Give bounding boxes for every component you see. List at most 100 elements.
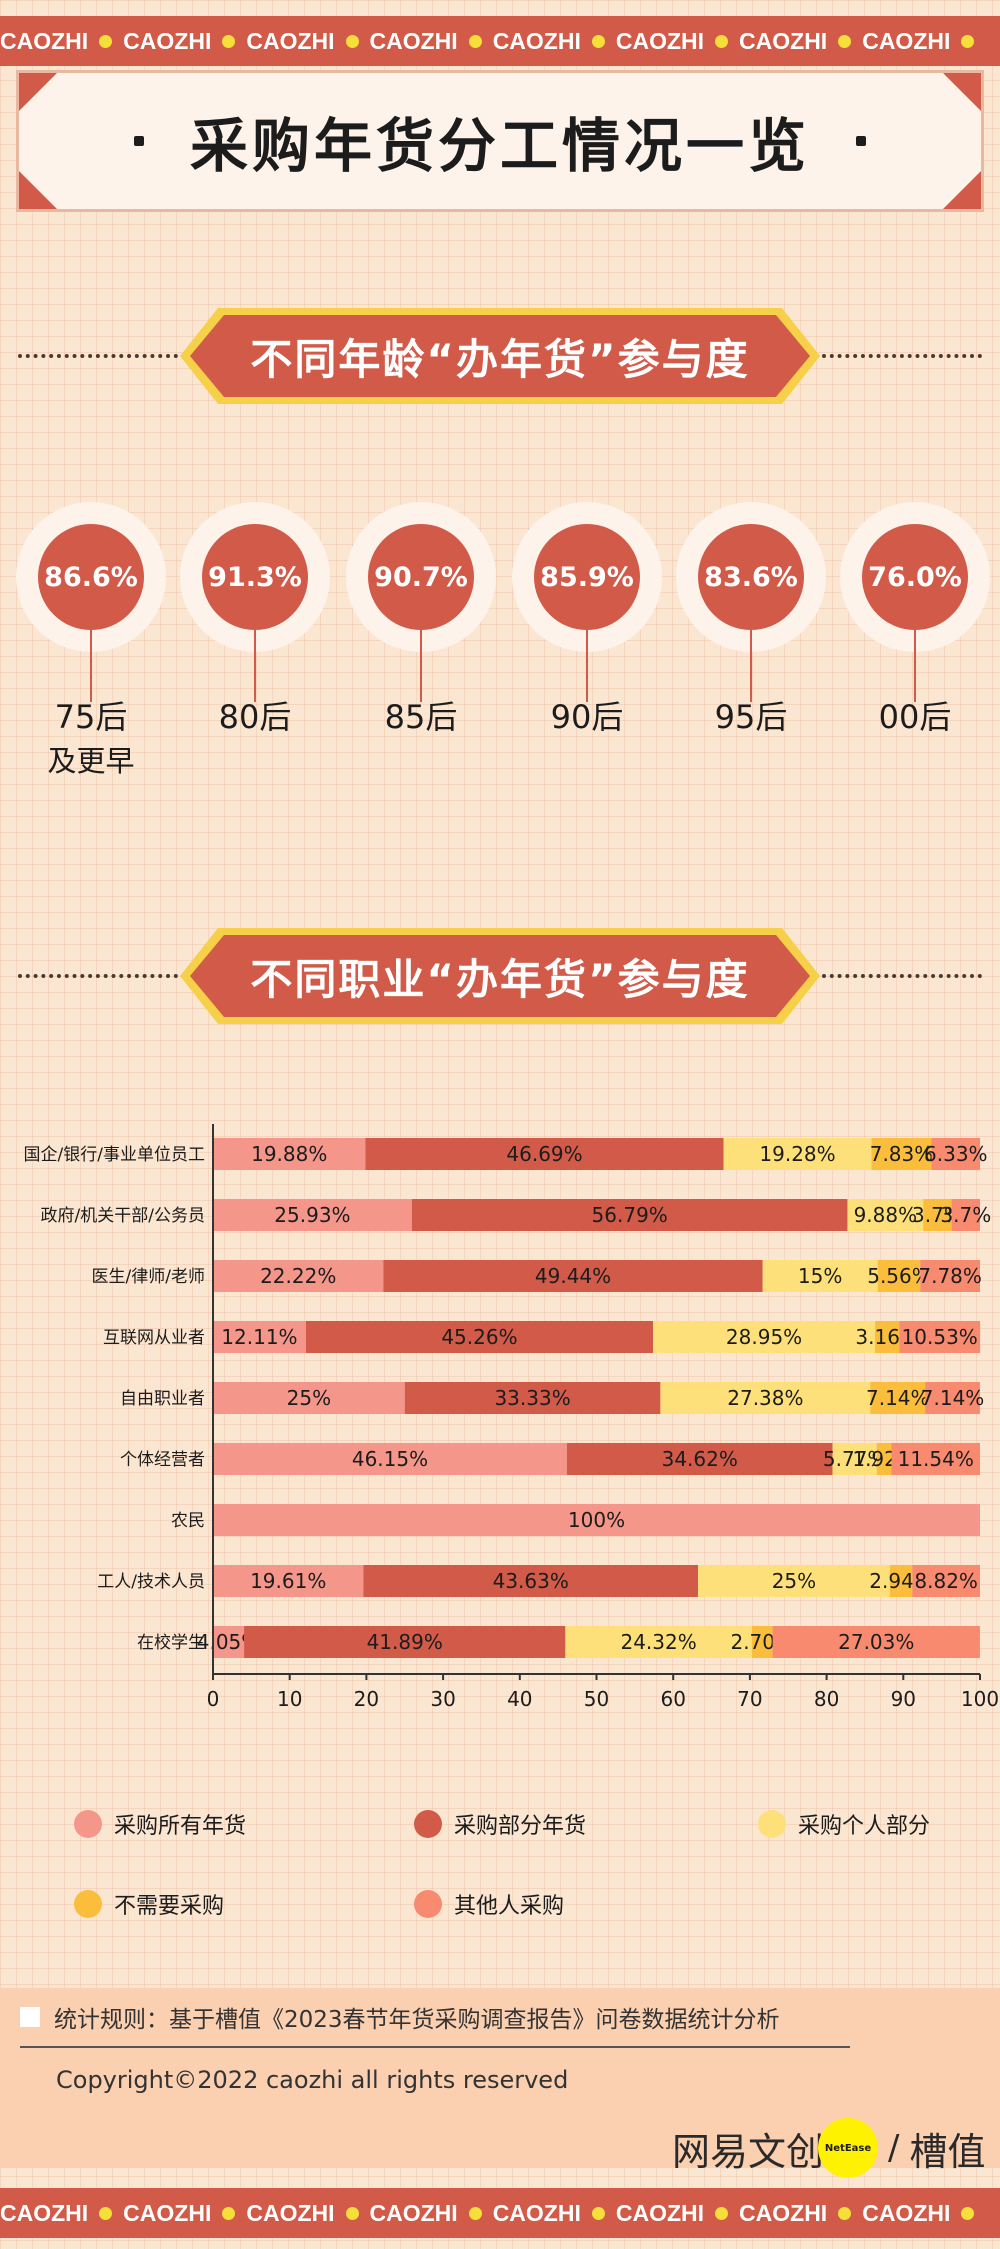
section-job-header: 不同职业“办年货”参与度: [0, 928, 1000, 1024]
bar-segment: [920, 1260, 980, 1292]
bar-segment: [383, 1260, 763, 1292]
bar-segment: [404, 1382, 661, 1414]
bar-segment: [653, 1321, 876, 1353]
border-dot-icon: [222, 2206, 236, 2220]
age-value: 76.0%: [862, 524, 968, 630]
age-label: 95后: [714, 698, 788, 736]
legend-label: 采购所有年货: [114, 1814, 247, 1839]
category-label: 自由职业者: [120, 1389, 205, 1409]
section-job-ribbon: [180, 928, 820, 1024]
border-caozhi-word: CAOZHI: [862, 27, 951, 54]
age-item-75: 86.6% 75后 及更早: [16, 502, 166, 778]
title-banner: 采购年货分工情况一览: [16, 70, 984, 212]
banner-title-row: 采购年货分工情况一览: [19, 73, 981, 209]
section-age-header: 不同年龄“办年货”参与度: [0, 308, 1000, 404]
border-dot-icon: [468, 2206, 482, 2220]
border-dot-icon: [961, 2206, 975, 2220]
data-label: 19.28%: [759, 1142, 835, 1166]
x-tick-label: 20: [354, 1687, 379, 1711]
border-dot-icon: [468, 34, 482, 48]
bar-segment: [566, 1443, 833, 1475]
border-dot-icon: [715, 34, 729, 48]
data-label: 46.15%: [352, 1447, 428, 1471]
data-label: 25.93%: [274, 1203, 350, 1227]
age-item-90: 85.9% 90后: [512, 502, 662, 752]
border-dot-icon: [838, 34, 852, 48]
age-connector: [254, 630, 256, 702]
legend-item: 采购部分年货: [414, 1804, 586, 1844]
bar-segment: [875, 1321, 900, 1353]
border-dot-icon: [591, 2206, 605, 2220]
border-caozhi-word: CAOZHI: [739, 27, 828, 54]
data-label: 56.79%: [592, 1203, 668, 1227]
legend-swatch: [414, 1810, 442, 1838]
bar-segment: [213, 1321, 306, 1353]
bar-segment: [889, 1565, 913, 1597]
age-connector: [586, 630, 588, 702]
border-caozhi-word: CAOZHI: [246, 2199, 335, 2226]
age-label: 80后: [218, 698, 292, 736]
data-label: 27.03%: [838, 1630, 914, 1654]
bar-segment: [213, 1199, 412, 1231]
legend-swatch: [74, 1810, 102, 1838]
age-value: 83.6%: [698, 524, 804, 630]
data-label: 19.61%: [250, 1569, 326, 1593]
data-label: 5.56%: [867, 1264, 931, 1288]
bar-segment: [762, 1260, 878, 1292]
data-label: 43.63%: [493, 1569, 569, 1593]
age-value: 90.7%: [368, 524, 474, 630]
data-label: 22.22%: [260, 1264, 336, 1288]
category-label: 在校学生: [137, 1633, 205, 1653]
border-dot-icon: [715, 2206, 729, 2220]
x-tick-label: 40: [507, 1687, 532, 1711]
footer-divider: [20, 2046, 850, 2048]
data-label: 41.89%: [367, 1630, 443, 1654]
age-label: 90后: [550, 698, 624, 736]
top-border-strip: CAOZHI CAOZHI CAOZHI CAOZHI CAOZHI CAOZHI CAOZ…: [0, 16, 1000, 66]
data-label: 25%: [772, 1569, 816, 1593]
banner-corner-br: [943, 171, 981, 209]
category-label: 医生/律师/老师: [92, 1267, 205, 1287]
data-label: 19.88%: [251, 1142, 327, 1166]
bar-segment: [951, 1199, 980, 1231]
legend-swatch: [758, 1810, 786, 1838]
border-caozhi-word: CAOZHI: [246, 27, 335, 54]
data-label: 8.82%: [914, 1569, 978, 1593]
page-title: 采购年货分工情况一览: [189, 112, 810, 180]
border-caozhi-word: CAOZHI: [492, 27, 581, 54]
bar-segment: [565, 1626, 752, 1658]
age-item-95: 83.6% 95后: [676, 502, 826, 752]
data-label: 25%: [287, 1386, 331, 1410]
data-label: 7.78%: [918, 1264, 982, 1288]
category-label: 工人/技术人员: [97, 1572, 205, 1592]
bar-segment: [876, 1443, 892, 1475]
dotted-rule-left: [18, 354, 178, 358]
legend-label: 其他人采购: [454, 1894, 565, 1919]
border-caozhi-word: CAOZHI: [862, 2199, 951, 2226]
data-label: 7.14%: [866, 1386, 930, 1410]
legend-item: 采购所有年货: [74, 1804, 246, 1844]
brand-left: 网易文创: [672, 2129, 825, 2174]
dotted-rule-right: [822, 974, 982, 978]
job-stacked-bar-chart: 国企/银行/事业单位员工 19.88% 46.69% 19.28% 7.83%6.33%…: [24, 1124, 999, 1711]
data-label: 7.83%: [870, 1142, 934, 1166]
category-label: 个体经营者: [120, 1450, 205, 1470]
data-label: 33.33%: [494, 1386, 570, 1410]
data-label: 11.54%: [898, 1447, 974, 1471]
legend-item: 采购个人部分: [758, 1804, 930, 1844]
section-age-title: 不同年龄“办年货”参与度: [250, 334, 750, 384]
x-tick-label: 90: [891, 1687, 916, 1711]
age-connector: [750, 630, 752, 702]
bar-segment: [698, 1565, 890, 1597]
section-job-title: 不同职业“办年货”参与度: [250, 954, 750, 1004]
bar-segment: [870, 1382, 926, 1414]
data-label: 100%: [568, 1508, 625, 1532]
border-caozhi-word: CAOZHI: [615, 2199, 705, 2226]
data-label: 12.11%: [221, 1325, 297, 1349]
age-label: 00后: [878, 698, 952, 736]
border-dot-icon: [222, 34, 236, 48]
banner-corner-tr: [943, 73, 981, 111]
category-label: 政府/机关干部/公务员: [41, 1206, 205, 1226]
border-dot-icon: [591, 34, 605, 48]
border-caozhi-word: CAOZHI: [123, 27, 212, 54]
